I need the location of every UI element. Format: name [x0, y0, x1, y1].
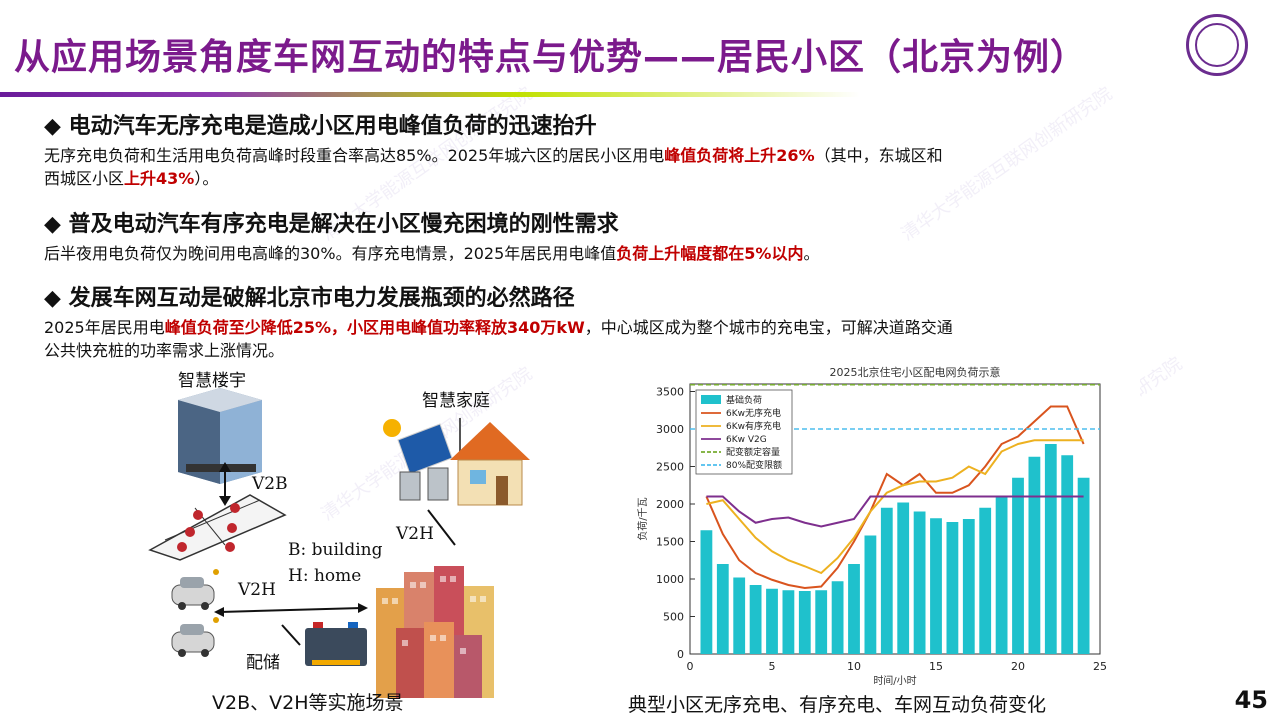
section-orderly-charging: ◆ 普及电动汽车有序充电是解决在小区慢充困境的刚性需求 后半夜用电负荷仅为晚间用…	[44, 206, 1244, 265]
body-text: 公共快充桩的功率需求上涨情况。	[44, 341, 285, 360]
bar	[946, 522, 959, 654]
bar	[1028, 456, 1041, 654]
y-tick-label: 3000	[656, 423, 684, 436]
bar	[848, 564, 860, 654]
bar	[815, 590, 828, 654]
v2h-top-label: V2H	[396, 524, 434, 544]
bar	[979, 507, 992, 654]
title-underline	[0, 92, 860, 97]
y-tick-label: 500	[663, 611, 684, 624]
smart-building-icon	[178, 388, 262, 484]
body-text: 。	[803, 244, 820, 263]
section-body: 2025年居民用电峰值负荷至少降低25%，小区用电峰值功率释放340万kW，中心…	[44, 316, 1244, 362]
battery-storage-icon	[305, 622, 367, 666]
bar	[733, 577, 746, 654]
section-heading: ◆ 发展车网互动是破解北京市电力发展瓶颈的必然路径	[44, 286, 575, 311]
bar	[897, 502, 910, 654]
bar	[864, 535, 877, 654]
bar	[1012, 477, 1024, 654]
page-title: 从应用场景角度车网互动的特点与优势——居民小区（北京为例）	[14, 37, 1088, 78]
y-tick-label: 1000	[656, 573, 684, 586]
electric-car-icon	[171, 617, 219, 657]
y-tick-label: 3500	[656, 386, 684, 399]
bar	[831, 581, 844, 654]
highlight-text: 峰值负荷将上升26%	[664, 146, 815, 165]
section-v2g-path: ◆ 发展车网互动是破解北京市电力发展瓶颈的必然路径 2025年居民用电峰值负荷至…	[44, 280, 1244, 362]
v2b-label: V2B	[252, 474, 288, 494]
diagram-caption: V2B、V2H等实施场景	[212, 692, 404, 714]
chart-caption: 典型小区无序充电、有序充电、车网互动负荷变化	[628, 694, 1047, 716]
highlight-text: 上升43%	[124, 169, 195, 188]
bar	[930, 518, 942, 654]
series-line	[706, 439, 1084, 575]
legend-label: 6Kw无序充电	[726, 407, 781, 419]
bar	[766, 588, 778, 654]
x-tick-label: 15	[929, 660, 943, 673]
body-text: 西城区小区	[44, 169, 125, 188]
legend-label: 6Kw有序充电	[726, 420, 781, 432]
parking-lot-icon	[148, 494, 287, 561]
y-tick-label: 1500	[656, 536, 684, 549]
highlight-text: 峰值负荷至少降低25%，小区用电峰值功率释放340万kW	[164, 318, 585, 337]
highlight-text: 负荷上升幅度都在5%以内	[616, 244, 804, 263]
bar	[700, 530, 713, 654]
bar	[749, 585, 762, 654]
body-text: ）。	[194, 169, 219, 188]
x-tick-label: 25	[1093, 660, 1107, 673]
y-tick-label: 2000	[656, 498, 684, 511]
smart-building-label: 智慧楼宇	[178, 371, 246, 391]
series-line	[705, 405, 1085, 590]
smart-home-icon	[383, 418, 530, 506]
legend-label: 基础负荷	[726, 394, 762, 406]
bar	[962, 519, 975, 654]
page-number: 45	[1234, 686, 1268, 714]
smart-home-label: 智慧家庭	[422, 391, 490, 411]
legend-home: H: home	[288, 566, 362, 586]
section-body: 后半夜用电负荷仅为晚间用电高峰的30%。有序充电情景，2025年居民用电峰值负荷…	[44, 242, 1244, 265]
y-axis-label: 负荷/千瓦	[636, 497, 649, 540]
chart-title: 2025北京住宅小区配电网负荷示意	[830, 365, 1001, 379]
body-text: 2025年居民用电	[44, 318, 165, 337]
v2h-arrow	[427, 509, 456, 546]
section-heading: ◆ 普及电动汽车有序充电是解决在小区慢充困境的刚性需求	[44, 212, 619, 237]
legend-label: 80%配变限额	[726, 459, 782, 471]
bar	[716, 564, 729, 654]
bar	[1077, 477, 1090, 654]
v2h-horizontal-arrow	[219, 607, 363, 613]
storage-label: 配储	[246, 653, 280, 673]
legend-building: B: building	[288, 540, 383, 560]
residential-buildings-icon	[376, 566, 494, 698]
body-text: （其中，东城区和	[814, 146, 943, 165]
section-heading: ◆ 电动汽车无序充电是造成小区用电峰值负荷的迅速抬升	[44, 114, 597, 139]
y-tick-label: 0	[677, 648, 684, 661]
x-tick-label: 10	[847, 660, 861, 673]
bar	[913, 511, 926, 654]
legend-swatch	[701, 395, 721, 404]
bar	[1044, 444, 1057, 654]
electric-car-icon	[171, 569, 219, 610]
legend-label: 配变额定容量	[726, 446, 780, 458]
x-tick-label: 20	[1011, 660, 1025, 673]
x-tick-label: 0	[687, 660, 694, 673]
body-text: ，中心城区成为整个城市的充电宝，可解决道路交通	[584, 318, 953, 337]
bar	[1061, 455, 1074, 654]
series-line	[706, 495, 1084, 528]
bar	[782, 590, 795, 654]
body-text: 后半夜用电负荷仅为晚间用电高峰的30%。有序充电情景，2025年居民用电峰值	[44, 244, 617, 263]
v2x-scenario-diagram	[148, 388, 530, 698]
load-chart: 2025北京住宅小区配电网负荷示意 0 500 1000 1500 2000 2500 30…	[620, 352, 1140, 692]
body-text: 无序充电负荷和生活用电负荷高峰时段重合率高达85%。2025年城六区的居民小区用…	[44, 146, 665, 165]
section-disorderly-charging: ◆ 电动汽车无序充电是造成小区用电峰值负荷的迅速抬升 无序充电负荷和生活用电负荷…	[44, 108, 1244, 190]
y-tick-label: 2500	[656, 461, 684, 474]
x-tick-label: 5	[769, 660, 776, 673]
v2h-left-label: V2H	[238, 580, 276, 600]
x-axis-label: 时间/小时	[873, 674, 916, 687]
legend-label: 6Kw V2G	[726, 435, 767, 445]
bar	[880, 507, 893, 654]
bar	[995, 496, 1008, 654]
university-seal-icon	[1186, 14, 1248, 76]
bar	[798, 591, 811, 654]
section-body: 无序充电负荷和生活用电负荷高峰时段重合率高达85%。2025年城六区的居民小区用…	[44, 144, 1244, 190]
